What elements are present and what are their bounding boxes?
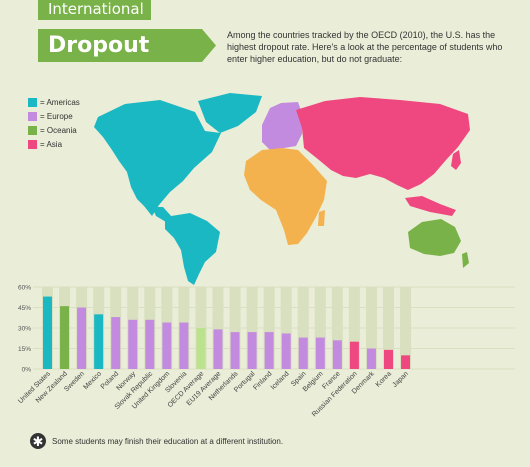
asterisk-icon: ✱ [30,433,46,449]
legend-swatch [28,97,37,107]
bar [179,322,189,369]
y-tick-label: 15% [18,346,31,353]
map-africa [244,148,327,245]
bar-background [263,287,275,369]
bar-background [212,287,224,369]
legend-label: = Asia [40,139,63,149]
bar-background [400,287,412,369]
legend-label: = Europe [40,111,73,121]
map-continents [94,93,470,285]
legend-item-europe: = Europe [28,109,80,123]
bar-background [348,287,360,369]
footnote: ✱ Some students may finish their educati… [30,433,283,449]
legend-item-americas: = Americas [28,95,80,109]
y-tick-label: 45% [18,305,31,312]
y-tick-label: 30% [18,326,31,333]
legend-item-asia: = Asia [28,137,80,151]
bar [230,332,240,369]
map-asia [296,97,470,190]
x-tick-label: Korea [375,370,393,388]
bar-background [229,287,241,369]
bar-background [280,287,292,369]
bar [298,337,308,369]
map-japan [451,150,461,170]
map-greenland [198,93,262,133]
bar [349,341,359,369]
map-north-america [94,100,221,216]
map-south-america [165,213,220,285]
bar [332,340,342,369]
bar [315,337,325,369]
x-tick-label: Mexico [82,370,103,391]
bar [401,355,411,369]
map-new-zealand [462,252,469,268]
bar [196,328,206,369]
bar [213,329,223,369]
map-madagascar [318,210,325,226]
legend-label: = Americas [40,97,80,107]
title-line1: International [38,0,151,20]
bar-background [383,287,394,369]
y-tick-label: 60% [18,285,31,292]
bar [111,317,121,369]
bar [162,322,172,369]
y-tick-label: 0% [22,367,32,374]
legend-swatch [28,139,37,149]
map-se-asia-islands [405,196,456,216]
bar [264,332,274,369]
legend-label: = Oceania [40,125,77,135]
legend-swatch [28,125,37,135]
bar-background [246,287,258,369]
bar [60,306,70,369]
x-tick-label: Japan [392,370,411,389]
bar [366,348,376,369]
legend-item-oceania: = Oceania [28,123,80,137]
x-tick-label: Iceland [270,370,291,391]
bar [145,319,155,369]
map-europe [262,102,303,150]
bar [77,307,87,369]
bars [42,287,412,369]
bar [247,332,257,369]
bar [384,349,393,369]
bar [281,333,291,369]
intro-text: Among the countries tracked by the OECD … [227,30,503,64]
bar-background [314,287,326,369]
map-australia [408,219,461,256]
bar [128,319,138,369]
legend-swatch [28,111,37,121]
legend: = Americas = Europe = Oceania = Asia [28,95,80,151]
page-title: Dropout Rates [38,29,216,62]
bar-background [331,287,343,369]
bar-background [365,287,377,369]
bar [94,314,104,369]
footnote-text: Some students may finish their education… [52,436,284,446]
bar-background [297,287,309,369]
bar [43,296,52,369]
